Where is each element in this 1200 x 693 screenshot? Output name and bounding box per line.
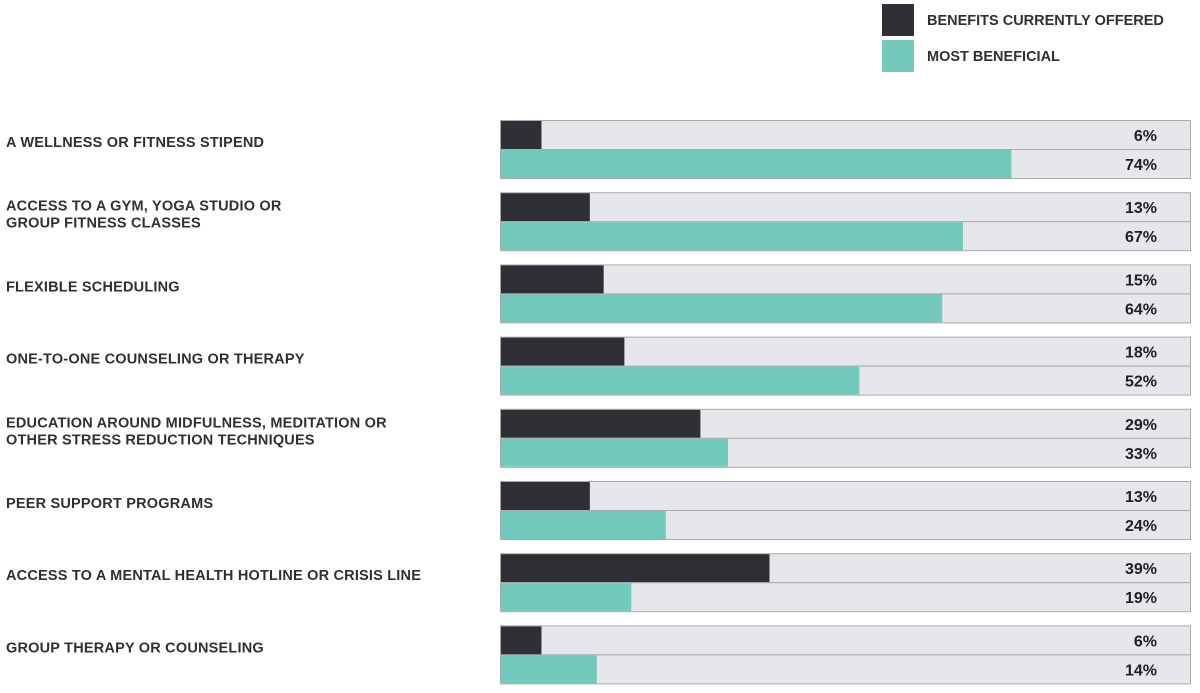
category-label: OTHER STRESS REDUCTION TECHNIQUES	[6, 432, 315, 448]
bar-track	[500, 625, 1191, 656]
category-label: FLEXIBLE SCHEDULING	[6, 279, 180, 295]
bar-most-beneficial	[501, 222, 963, 251]
category-label: GROUP THERAPY OR COUNSELING	[6, 640, 264, 656]
bar-most-beneficial	[501, 655, 597, 684]
value-label-currently-offered: 13%	[1125, 489, 1157, 506]
legend-label-currently-offered: BENEFITS CURRENTLY OFFERED	[927, 13, 1164, 29]
bar-track	[500, 192, 1191, 223]
value-label-most-beneficial: 24%	[1125, 518, 1157, 535]
category-label: GROUP FITNESS CLASSES	[6, 216, 201, 232]
value-label-most-beneficial: 33%	[1125, 446, 1157, 463]
category-label: ONE-TO-ONE COUNSELING OR THERAPY	[6, 352, 305, 368]
legend-label-most-beneficial: MOST BENEFICIAL	[927, 49, 1060, 65]
value-label-most-beneficial: 19%	[1125, 590, 1157, 607]
legend-swatch-most-beneficial	[882, 40, 914, 72]
chart-row: PEER SUPPORT PROGRAMS 13% 24%	[6, 481, 1191, 540]
value-label-currently-offered: 18%	[1125, 345, 1157, 362]
value-label-most-beneficial: 67%	[1125, 229, 1157, 246]
value-label-currently-offered: 6%	[1134, 633, 1157, 650]
chart-row: GROUP THERAPY OR COUNSELING 6% 14%	[6, 625, 1191, 685]
bar-most-beneficial	[501, 366, 860, 395]
value-label-most-beneficial: 52%	[1125, 374, 1157, 391]
legend: BENEFITS CURRENTLY OFFERED MOST BENEFICIA…	[882, 4, 1164, 72]
value-label-currently-offered: 29%	[1125, 417, 1157, 434]
value-label-currently-offered: 15%	[1125, 272, 1157, 289]
bar-currently-offered	[501, 193, 590, 222]
category-label: A WELLNESS OR FITNESS STIPEND	[6, 135, 264, 151]
category-label: EDUCATION AROUND MIDFULNESS, MEDITATION …	[6, 415, 387, 431]
legend-swatch-currently-offered	[882, 4, 914, 36]
bar-most-beneficial	[501, 511, 666, 539]
category-label: ACCESS TO A GYM, YOGA STUDIO OR	[6, 199, 282, 215]
chart-row: A WELLNESS OR FITNESS STIPEND 6% 74%	[6, 120, 1191, 179]
bar-currently-offered	[501, 554, 770, 583]
bar-most-beneficial	[501, 294, 943, 323]
bar-currently-offered	[501, 337, 625, 366]
bar-most-beneficial	[501, 150, 1012, 178]
value-label-most-beneficial: 14%	[1125, 662, 1157, 679]
bar-currently-offered	[501, 409, 701, 438]
category-label: ACCESS TO A MENTAL HEALTH HOTLINE OR CRI…	[6, 568, 421, 584]
bar-currently-offered	[501, 121, 542, 149]
bar-track	[500, 120, 1191, 150]
value-label-most-beneficial: 64%	[1125, 301, 1157, 318]
bar-track	[500, 264, 1191, 295]
chart-row: ONE-TO-ONE COUNSELING OR THERAPY 18% 52%	[6, 336, 1191, 396]
bar-currently-offered	[501, 265, 604, 294]
value-label-currently-offered: 6%	[1134, 128, 1157, 145]
bar-currently-offered	[501, 482, 590, 510]
bar-most-beneficial	[501, 438, 729, 467]
bar-track	[500, 654, 1191, 685]
value-label-most-beneficial: 74%	[1125, 157, 1157, 174]
category-label: PEER SUPPORT PROGRAMS	[6, 496, 213, 512]
bar-track	[500, 481, 1191, 511]
value-label-currently-offered: 39%	[1125, 561, 1157, 578]
chart-rows: A WELLNESS OR FITNESS STIPEND 6% 74% ACCESS…	[6, 120, 1191, 685]
value-label-currently-offered: 13%	[1125, 200, 1157, 217]
chart-row: ACCESS TO A MENTAL HEALTH HOTLINE OR CRI…	[6, 553, 1191, 613]
bar-most-beneficial	[501, 583, 632, 612]
chart-row: FLEXIBLE SCHEDULING 15% 64%	[6, 264, 1191, 324]
chart-row: EDUCATION AROUND MIDFULNESS, MEDITATION …	[6, 408, 1191, 468]
bar-currently-offered	[501, 626, 542, 655]
